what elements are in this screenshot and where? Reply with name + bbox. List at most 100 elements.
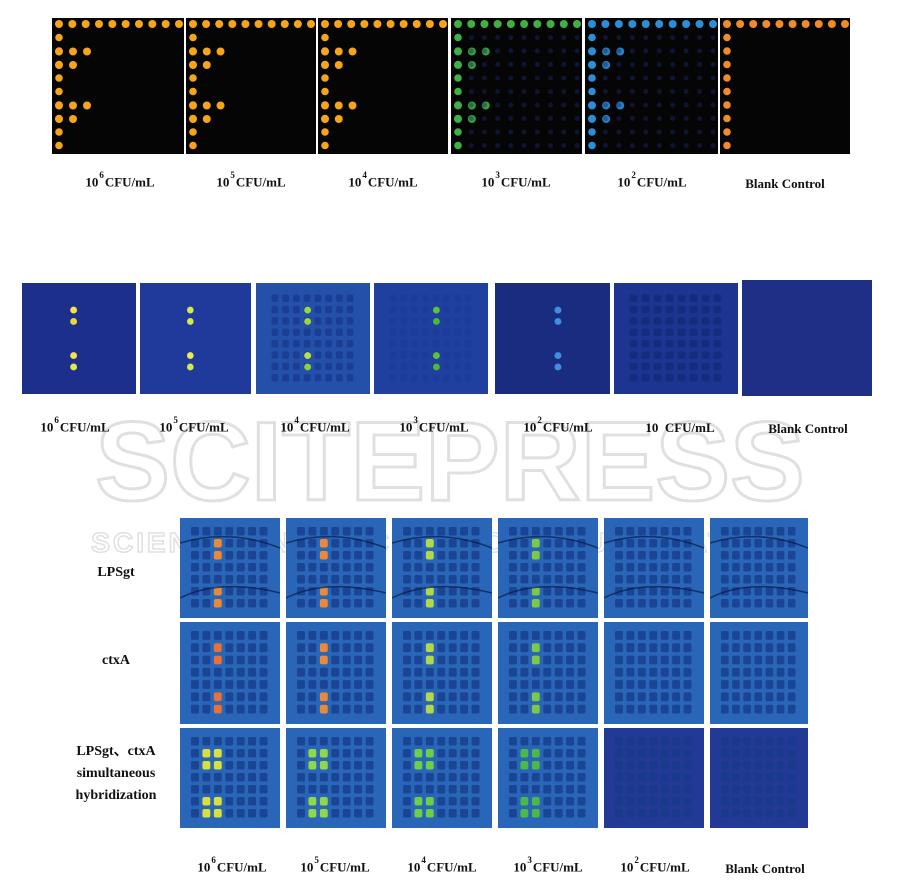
probe-spot: [213, 587, 222, 596]
array-well: [319, 737, 328, 746]
array-well: [701, 362, 710, 371]
background-spot: [574, 129, 580, 135]
marker-spot: [161, 20, 170, 28]
array-well: [248, 575, 257, 584]
array-well: [471, 749, 480, 758]
array-well: [342, 761, 351, 770]
array-well: [282, 362, 289, 371]
array-well: [520, 599, 529, 608]
array-well: [236, 539, 245, 548]
array-well: [191, 551, 199, 560]
array-well: [615, 737, 623, 746]
background-spot: [561, 62, 567, 67]
array-well: [471, 797, 480, 806]
array-well: [531, 680, 540, 689]
marker-spot: [189, 33, 197, 42]
array-panel-b3: [256, 283, 370, 394]
array-well: [543, 667, 552, 677]
array-panel-c-r3-c5: [604, 728, 704, 828]
background-spot: [574, 143, 580, 148]
array-well: [577, 527, 586, 536]
array-well: [414, 539, 423, 548]
array-well: [721, 761, 729, 770]
array-well: [259, 797, 268, 806]
array-well: [566, 704, 575, 714]
probe-spot: [202, 61, 211, 69]
array-well: [649, 631, 658, 640]
array-well: [308, 539, 317, 548]
array-well: [471, 527, 480, 536]
array-well: [346, 294, 354, 302]
array-well: [776, 587, 785, 596]
probe-spot: [334, 61, 343, 69]
array-well: [787, 563, 796, 572]
array-well: [454, 374, 461, 382]
marker-spot: [81, 20, 90, 28]
array-well: [543, 527, 552, 536]
array-well: [259, 655, 268, 665]
array-well: [308, 655, 317, 665]
probe-spot: [69, 47, 77, 56]
array-well: [236, 809, 245, 818]
array-well: [543, 587, 552, 596]
array-well: [637, 680, 646, 689]
array-well: [649, 797, 658, 806]
array-well: [649, 655, 658, 665]
array-well: [683, 785, 692, 794]
array-well: [471, 680, 480, 689]
array-well: [331, 667, 340, 677]
array-well: [389, 362, 397, 371]
array-well: [732, 655, 740, 665]
array-well: [271, 362, 279, 371]
array-well: [437, 667, 446, 677]
array-well: [554, 737, 563, 746]
array-well: [509, 551, 517, 560]
marker-spot: [360, 20, 369, 28]
probe-spot: [202, 115, 211, 123]
label-a5: 102CFU/mL: [617, 170, 687, 190]
array-well: [443, 317, 450, 325]
array-well: [308, 575, 317, 584]
array-well: [660, 667, 669, 677]
array-well: [225, 704, 234, 714]
array-well: [721, 643, 729, 653]
array-panel-a1: [52, 18, 184, 154]
array-well: [732, 809, 740, 818]
background-spot: [670, 89, 676, 94]
background-spot: [574, 75, 580, 81]
array-well: [776, 563, 785, 572]
array-well: [689, 294, 698, 302]
array-well: [776, 692, 785, 702]
array-well: [191, 643, 199, 653]
array-well: [414, 737, 423, 746]
background-spot: [656, 89, 662, 94]
array-well: [637, 797, 646, 806]
array-image-a6: [723, 20, 849, 150]
array-well: [448, 667, 457, 677]
array-well: [297, 539, 305, 548]
array-well: [672, 785, 681, 794]
array-well: [414, 599, 423, 608]
probe-spot: [213, 761, 222, 770]
array-well: [336, 305, 343, 314]
array-well: [259, 704, 268, 714]
scratch-line: [498, 585, 598, 599]
background-spot: [710, 143, 716, 148]
array-well: [509, 539, 517, 548]
background-spot: [602, 35, 608, 40]
array-image: [191, 737, 268, 818]
background-spot: [643, 116, 649, 121]
probe-spot: [321, 101, 329, 110]
array-well: [342, 643, 351, 653]
background-spot: [616, 102, 622, 108]
array-well: [460, 575, 469, 584]
array-well: [701, 340, 710, 348]
array-well: [577, 655, 586, 665]
array-well: [354, 643, 363, 653]
array-well: [776, 575, 785, 584]
array-well: [683, 575, 692, 584]
array-well: [743, 575, 751, 584]
array-well: [721, 797, 729, 806]
array-well: [425, 785, 434, 794]
probe-spot: [425, 587, 434, 596]
